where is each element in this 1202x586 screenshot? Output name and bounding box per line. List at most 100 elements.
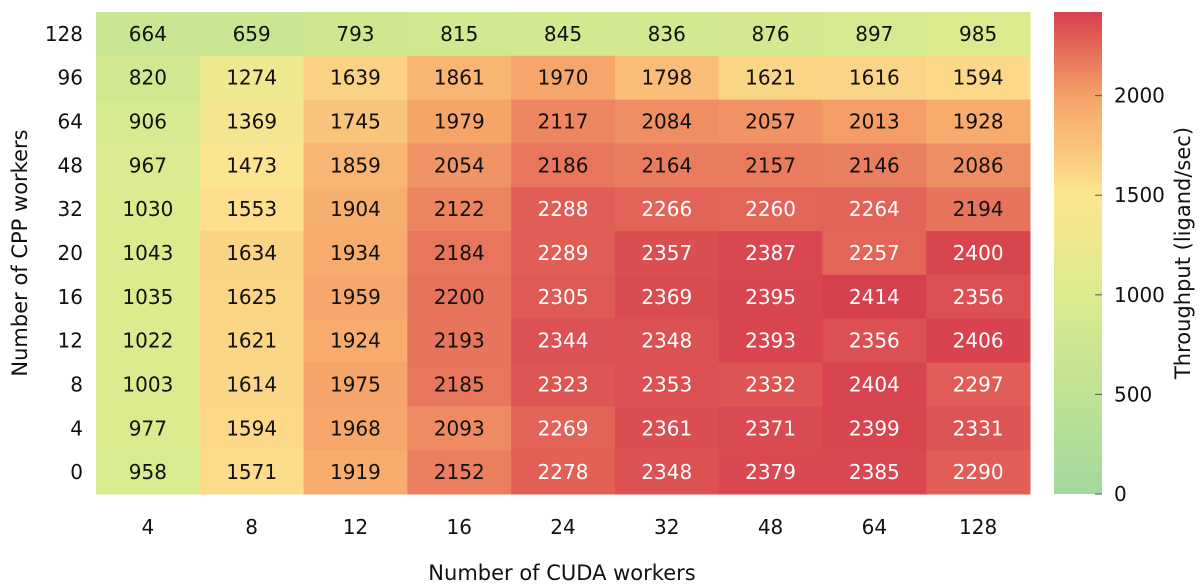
heatmap-cell-value: 2356: [849, 329, 900, 353]
heatmap-cell: [511, 362, 616, 407]
heatmap-cell: [614, 99, 720, 144]
heatmap-cell: [614, 406, 720, 451]
heatmap-cell: [407, 231, 512, 276]
heatmap-cell: [926, 406, 1031, 451]
heatmap-cell-value: 1634: [226, 241, 277, 265]
y-tick-label: 64: [58, 110, 83, 134]
heatmap-cell: [614, 450, 720, 495]
heatmap-cell: [511, 318, 616, 364]
heatmap-cell-value: 1003: [122, 372, 173, 396]
y-tick-label: 16: [58, 285, 83, 309]
heatmap-cell-value: 2200: [434, 285, 485, 309]
heatmap-cell-value: 2093: [434, 416, 485, 440]
x-tick-label: 48: [758, 515, 783, 539]
heatmap-cell-value: 2348: [641, 460, 692, 484]
heatmap-cell: [822, 318, 927, 364]
heatmap-cell: [718, 187, 823, 232]
heatmap-cell: [511, 406, 616, 451]
heatmap-cell: [96, 362, 201, 407]
y-tick-label: 128: [45, 22, 83, 46]
y-tick-label: 8: [70, 372, 83, 396]
heatmap-cell: [822, 450, 927, 495]
heatmap-cell-value: 1594: [953, 66, 1004, 90]
y-tick-label: 12: [58, 329, 83, 353]
heatmap-cell: [926, 274, 1031, 320]
heatmap-cell: [511, 143, 616, 188]
heatmap-cell: [407, 99, 512, 144]
heatmap-cell: [822, 143, 927, 188]
heatmap-cell: [926, 55, 1031, 101]
colorbar-tick-labels: 0 500 1000 1500 2000: [1095, 84, 1165, 506]
heatmap-cell: [407, 55, 512, 101]
heatmap-cell: [407, 450, 512, 495]
x-axis-tick-labels: 4 8 12 16 24 32 48 64 128: [142, 515, 998, 539]
heatmap-cell-value: 2387: [745, 241, 796, 265]
heatmap-cell: [199, 362, 305, 407]
heatmap-cell: [199, 143, 305, 188]
x-tick-label: 64: [862, 515, 887, 539]
heatmap-cell-value: 2193: [434, 329, 485, 353]
heatmap-cell-value: 2344: [538, 329, 589, 353]
heatmap-cell-value: 2400: [953, 241, 1004, 265]
heatmap-cell-value: 2057: [745, 110, 796, 134]
y-axis-title: Number of CPP workers: [8, 129, 32, 376]
heatmap-cell: [303, 274, 408, 320]
heatmap-cell-value: 1919: [330, 460, 381, 484]
heatmap-cell: [614, 143, 720, 188]
heatmap-cell: [303, 406, 408, 451]
heatmap-cell: [926, 450, 1031, 495]
heatmap-cell-value: 2323: [538, 372, 589, 396]
heatmap-cell-value: 2264: [849, 197, 900, 221]
heatmap-cell-value: 2369: [641, 285, 692, 309]
heatmap-cell-value: 2117: [538, 110, 589, 134]
heatmap-cell-value: 2288: [538, 197, 589, 221]
heatmap-cell: [926, 99, 1031, 144]
heatmap-cell-value: 2357: [641, 241, 692, 265]
x-tick-label: 8: [245, 515, 258, 539]
heatmap-cell-value: 2395: [745, 285, 796, 309]
heatmap-cell-value: 2290: [953, 460, 1004, 484]
y-tick-label: 20: [58, 241, 83, 265]
heatmap-cell-value: 2414: [849, 285, 900, 309]
heatmap-cell-value: 1924: [330, 329, 381, 353]
heatmap-cell-value: 977: [129, 416, 167, 440]
heatmap-cell: [407, 143, 512, 188]
heatmap-cell-value: 1979: [434, 110, 485, 134]
heatmap-cell-value: 2269: [538, 416, 589, 440]
heatmap-cell-value: 967: [129, 153, 167, 177]
heatmap-cell-value: 1571: [226, 460, 277, 484]
heatmap-cell: [718, 231, 823, 276]
heatmap-cell: [303, 362, 408, 407]
x-tick-label: 12: [343, 515, 368, 539]
x-tick-label: 16: [446, 515, 471, 539]
heatmap-cell-value: 958: [129, 460, 167, 484]
heatmap-cell: [303, 187, 408, 232]
heatmap-cell: [303, 143, 408, 188]
heatmap-cell-value: 2297: [953, 372, 1004, 396]
colorbar-tick-label: 2000: [1114, 84, 1165, 108]
heatmap-cell: [718, 450, 823, 495]
heatmap-cell: [303, 99, 408, 144]
heatmap-cell: [718, 99, 823, 144]
heatmap-cell-value: 2404: [849, 372, 900, 396]
heatmap-cell: [614, 12, 720, 57]
y-tick-label: 48: [58, 153, 83, 177]
heatmap-cell: [96, 55, 201, 101]
heatmap-cell-value: 2146: [849, 153, 900, 177]
heatmap-cell-value: 2086: [953, 153, 1004, 177]
heatmap-cell-value: 2406: [953, 329, 1004, 353]
heatmap-cell-value: 2289: [538, 241, 589, 265]
heatmap-cell-value: 876: [751, 22, 789, 46]
heatmap-cell: [511, 274, 616, 320]
heatmap-cell: [96, 187, 201, 232]
heatmap-cell-value: 2266: [641, 197, 692, 221]
heatmap-cell: [96, 143, 201, 188]
heatmap-cell: [718, 318, 823, 364]
heatmap-cell-value: 985: [959, 22, 997, 46]
heatmap-cell-value: 1639: [330, 66, 381, 90]
heatmap-cell: [822, 362, 927, 407]
heatmap-cell-value: 1904: [330, 197, 381, 221]
heatmap-cell-value: 1473: [226, 153, 277, 177]
